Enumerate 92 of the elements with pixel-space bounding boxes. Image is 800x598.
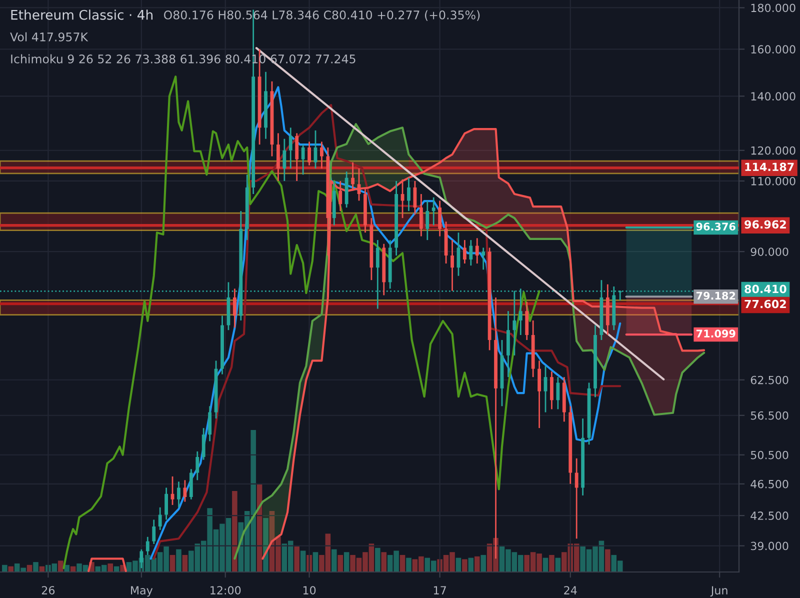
ref-line-label: 77.602 xyxy=(744,300,786,308)
candlestick xyxy=(482,247,486,270)
candlestick xyxy=(158,506,162,531)
ref-line-label: 114.187 xyxy=(745,162,794,172)
candlestick xyxy=(196,450,200,481)
y-tick-label: 56.500 xyxy=(750,411,788,420)
candlestick xyxy=(556,376,560,410)
y-tick-label: 42.500 xyxy=(750,512,788,520)
bar xyxy=(480,554,486,572)
x-tick-label: 12:00 xyxy=(210,586,241,594)
candlestick xyxy=(308,140,311,166)
candlestick xyxy=(574,458,578,540)
bar xyxy=(468,558,474,572)
candlestick xyxy=(338,180,342,212)
ref-line-label: 96.962 xyxy=(744,220,786,229)
candlestick xyxy=(301,144,305,176)
bar xyxy=(375,548,380,572)
candlestick xyxy=(183,479,187,502)
candlestick xyxy=(351,162,354,192)
candlestick xyxy=(208,405,212,442)
bar xyxy=(406,558,412,572)
x-tick-label: 10 xyxy=(303,586,316,594)
text: Ethereum Classic · 4h xyxy=(11,10,152,20)
candlestick xyxy=(426,200,430,241)
bar xyxy=(542,558,548,572)
data-label: 71.099 xyxy=(696,330,736,338)
candlestick xyxy=(450,239,454,292)
data-label: 79.182 xyxy=(696,292,736,300)
bar xyxy=(555,558,561,572)
bar xyxy=(456,558,462,572)
candlestick xyxy=(550,370,554,410)
x-tick-label: 17 xyxy=(434,586,446,594)
y-tick-label: 62.500 xyxy=(750,376,788,384)
candlestick xyxy=(538,360,541,429)
candlestick xyxy=(462,239,466,264)
candlestick xyxy=(419,193,423,237)
bar xyxy=(33,562,38,572)
x-tick-label: 24 xyxy=(564,586,577,594)
bar xyxy=(381,552,387,572)
bar xyxy=(332,549,337,572)
candlestick xyxy=(357,168,361,202)
bar xyxy=(312,552,318,572)
candlestick xyxy=(295,132,299,182)
bar xyxy=(176,549,182,572)
candlestick xyxy=(202,427,206,460)
bar xyxy=(344,552,350,572)
y-tick-label: 180.000 xyxy=(751,4,796,12)
bar xyxy=(300,550,306,572)
candlestick xyxy=(232,288,236,328)
bar xyxy=(549,554,554,572)
bar xyxy=(462,559,468,572)
data-label: 96.376 xyxy=(696,222,736,231)
y-tick-label: 90.000 xyxy=(750,248,788,256)
candlestick xyxy=(469,239,473,266)
ref-line-label: 80.410 xyxy=(744,284,786,294)
bar xyxy=(182,554,188,572)
x-tick-label: Jun xyxy=(710,586,728,597)
bar xyxy=(232,491,238,572)
bar xyxy=(170,554,176,572)
candlestick xyxy=(288,126,292,170)
bar xyxy=(2,564,8,572)
y-tick-label: 140.000 xyxy=(751,92,796,101)
y-tick-label: 50.500 xyxy=(750,450,788,460)
candlestick xyxy=(177,480,180,508)
y-tick-label: 160.000 xyxy=(751,45,796,54)
y-tick-label: 46.500 xyxy=(750,480,788,488)
candlestick xyxy=(282,138,286,182)
x-tick-label: May xyxy=(131,586,153,597)
bar xyxy=(400,554,406,572)
bar xyxy=(8,566,14,572)
y-tick-label: 39.000 xyxy=(750,542,788,550)
candlestick xyxy=(432,196,436,226)
bar xyxy=(338,554,343,572)
candlestick xyxy=(475,237,479,264)
candlestick xyxy=(276,132,280,182)
bar xyxy=(58,560,64,572)
bar xyxy=(108,563,113,572)
bar xyxy=(474,556,480,572)
bar xyxy=(605,549,610,572)
candlestick xyxy=(525,301,529,341)
bar xyxy=(263,518,268,572)
candlestick xyxy=(152,519,156,545)
candlestick xyxy=(407,177,410,212)
chart-title: Vol 417.957K xyxy=(10,32,88,42)
x-tick-label: 26 xyxy=(42,586,55,594)
candlestick xyxy=(413,180,417,216)
y-tick-label: 120.000 xyxy=(751,146,796,155)
bar xyxy=(294,546,300,572)
candlestick xyxy=(164,487,168,520)
candlestick xyxy=(320,140,324,170)
candlestick xyxy=(438,200,442,237)
y-tick-label: 110.000 xyxy=(751,176,796,186)
